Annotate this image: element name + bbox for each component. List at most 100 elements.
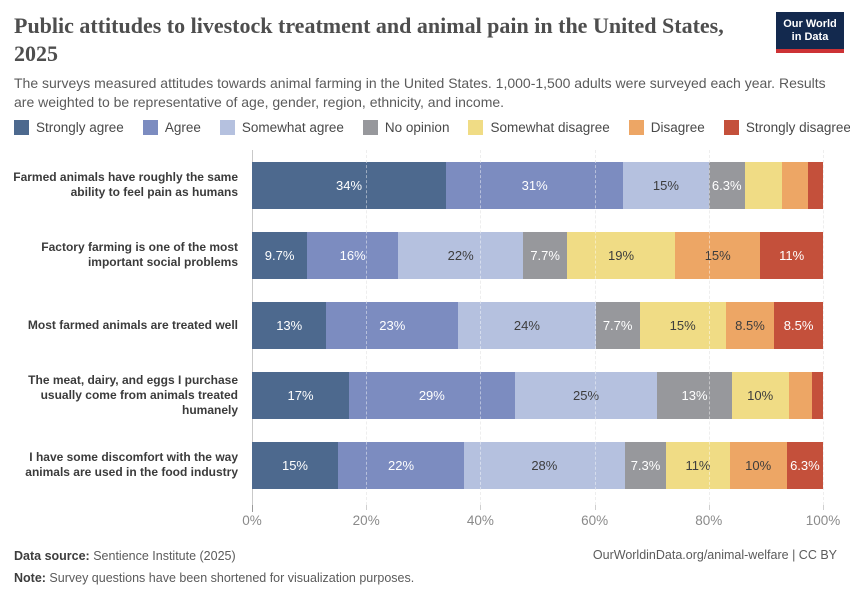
bar-segment-strongly-agree[interactable]: 9.7% bbox=[252, 231, 308, 279]
bar-value-label: 29% bbox=[418, 387, 445, 403]
legend-item-label: Disagree bbox=[650, 120, 705, 135]
bar-value-label: 11% bbox=[685, 457, 711, 473]
data-source-label: Data source: bbox=[14, 549, 90, 563]
footer-source-note: Data source: Sentience Institute (2025) … bbox=[14, 548, 414, 586]
bar-segment-somewhat-agree[interactable]: 15% bbox=[623, 161, 709, 209]
bar-segment-no-opinion[interactable]: 7.7% bbox=[595, 301, 640, 349]
bar-track: 9.7% 16% 22% 7.7% 19% 15% 11% bbox=[252, 231, 823, 279]
legend-item-somewhat-agree[interactable]: Somewhat agree bbox=[219, 120, 344, 135]
bar-track: 15% 22% 28% 7.3% 11% 10% 6.3% bbox=[252, 441, 823, 489]
bar-segment-strongly-disagree[interactable] bbox=[807, 161, 823, 209]
bar-track: 34% 31% 15% 6.3% bbox=[252, 161, 823, 209]
legend-item-no-opinion[interactable]: No opinion bbox=[362, 120, 449, 135]
legend-item-strongly-disagree[interactable]: Strongly disagree bbox=[723, 120, 850, 135]
legend-item-label: Agree bbox=[164, 120, 201, 135]
category-label: I have some discomfort with the way anim… bbox=[25, 450, 238, 479]
axis-tick bbox=[823, 505, 824, 510]
bar-segment-somewhat-disagree[interactable]: 10% bbox=[731, 371, 789, 419]
category-label: The meat, dairy, and eggs I purchase usu… bbox=[28, 372, 238, 417]
axis-tick-label: 80% bbox=[695, 513, 723, 528]
bar-value-label: 19% bbox=[608, 247, 635, 263]
bar-segment-no-opinion[interactable]: 7.7% bbox=[523, 231, 568, 279]
bar-row: Farmed animals have roughly the same abi… bbox=[0, 150, 850, 220]
bar-value-label: 11% bbox=[779, 247, 805, 263]
bar-segment-disagree[interactable] bbox=[788, 371, 812, 419]
legend-item-agree[interactable]: Agree bbox=[142, 120, 201, 135]
bar-segment-agree[interactable]: 23% bbox=[326, 301, 459, 349]
bar-segment-agree[interactable]: 29% bbox=[349, 371, 515, 419]
bar-segment-disagree[interactable]: 10% bbox=[729, 441, 787, 489]
legend-swatch-icon bbox=[628, 120, 644, 135]
bar-segment-somewhat-disagree[interactable]: 11% bbox=[666, 441, 730, 489]
axis-tick bbox=[480, 505, 482, 510]
chart-area: Farmed animals have roughly the same abi… bbox=[0, 150, 850, 505]
legend-item-label: Somewhat disagree bbox=[490, 120, 610, 135]
bar-segment-strongly-agree[interactable]: 34% bbox=[252, 161, 447, 209]
bar-value-label: 10% bbox=[745, 457, 772, 473]
bar-value-label: 15% bbox=[281, 457, 308, 473]
data-source-value: Sentience Institute (2025) bbox=[89, 549, 236, 563]
license-badge: CC BY bbox=[798, 548, 837, 562]
bar-segment-strongly-disagree[interactable] bbox=[811, 371, 823, 419]
bar-segment-disagree[interactable]: 15% bbox=[675, 231, 761, 279]
bar-segment-somewhat-agree[interactable]: 25% bbox=[514, 371, 658, 419]
bar-segment-agree[interactable]: 31% bbox=[446, 161, 624, 209]
legend-item-somewhat-disagree[interactable]: Somewhat disagree bbox=[468, 120, 610, 135]
legend-swatch-icon bbox=[362, 120, 378, 135]
chart-subtitle: The surveys measured attitudes towards a… bbox=[14, 75, 826, 110]
bar-row: Most farmed animals are treated well 13% 2… bbox=[0, 290, 850, 360]
bar-segment-no-opinion[interactable]: 7.3% bbox=[624, 441, 667, 489]
bar-segment-strongly-agree[interactable]: 17% bbox=[252, 371, 350, 419]
bar-segment-agree[interactable]: 22% bbox=[337, 441, 465, 489]
bar-segment-no-opinion[interactable]: 13% bbox=[657, 371, 732, 419]
axis-tick bbox=[252, 505, 253, 512]
owid-logo[interactable]: Our World in Data bbox=[776, 12, 844, 53]
legend-swatch-icon bbox=[142, 120, 158, 135]
bar-segment-somewhat-agree[interactable]: 24% bbox=[458, 301, 596, 349]
bar-segment-somewhat-disagree[interactable]: 19% bbox=[567, 231, 676, 279]
data-source-line: Data source: Sentience Institute (2025) bbox=[14, 548, 414, 564]
note-line: Note: Survey questions have been shorten… bbox=[14, 570, 414, 586]
category-label: Factory farming is one of the most impor… bbox=[41, 240, 238, 269]
legend: Strongly agree Agree Somewhat agree No opin… bbox=[14, 120, 850, 135]
bar-segment-strongly-agree[interactable]: 15% bbox=[252, 441, 338, 489]
note-label: Note: bbox=[14, 571, 46, 585]
legend-item-label: Strongly agree bbox=[36, 120, 124, 135]
axis-tick-label: 0% bbox=[242, 513, 262, 528]
note-value: Survey questions have been shortened for… bbox=[45, 571, 415, 585]
bar-value-label: 34% bbox=[336, 177, 363, 193]
axis-tick-label: 60% bbox=[581, 513, 609, 528]
bar-value-label: 22% bbox=[447, 247, 474, 263]
bar-segment-strongly-disagree[interactable]: 6.3% bbox=[786, 441, 823, 489]
page-title: Public attitudes to livestock treatment … bbox=[14, 13, 724, 66]
legend-swatch-icon bbox=[723, 120, 739, 135]
bar-value-label: 16% bbox=[339, 247, 366, 263]
bar-segment-disagree[interactable] bbox=[782, 161, 808, 209]
bar-segment-somewhat-disagree[interactable]: 15% bbox=[639, 301, 726, 349]
bar-segment-somewhat-disagree[interactable] bbox=[744, 161, 783, 209]
bar-segment-strongly-disagree[interactable]: 11% bbox=[760, 231, 823, 279]
bar-segment-strongly-disagree[interactable]: 8.5% bbox=[774, 301, 823, 349]
bar-value-label: 7.7% bbox=[602, 317, 633, 333]
bar-value-label: 22% bbox=[388, 457, 415, 473]
bar-value-label: 7.7% bbox=[530, 247, 560, 263]
bar-segment-somewhat-agree[interactable]: 28% bbox=[464, 441, 625, 489]
bar-value-label: 17% bbox=[287, 387, 314, 403]
bar-value-label: 24% bbox=[513, 317, 540, 333]
bar-value-label: 8.5% bbox=[783, 317, 814, 333]
bar-segment-agree[interactable]: 16% bbox=[307, 231, 399, 279]
owid-logo-text: Our World in Data bbox=[776, 12, 844, 49]
owid-url-link[interactable]: OurWorldinData.org/animal-welfare bbox=[592, 548, 789, 562]
bar-segment-no-opinion[interactable]: 6.3% bbox=[708, 161, 745, 209]
bar-segment-disagree[interactable]: 8.5% bbox=[725, 301, 775, 349]
legend-item-label: Somewhat agree bbox=[241, 120, 344, 135]
bar-value-label: 28% bbox=[531, 457, 558, 473]
legend-swatch-icon bbox=[14, 120, 29, 135]
footer-separator: | bbox=[788, 548, 799, 562]
bar-segment-strongly-agree[interactable]: 13% bbox=[252, 301, 327, 349]
legend-swatch-icon bbox=[219, 120, 235, 135]
legend-item-disagree[interactable]: Disagree bbox=[628, 120, 705, 135]
legend-item-strongly-agree[interactable]: Strongly agree bbox=[14, 120, 124, 135]
bar-segment-somewhat-agree[interactable]: 22% bbox=[398, 231, 524, 279]
